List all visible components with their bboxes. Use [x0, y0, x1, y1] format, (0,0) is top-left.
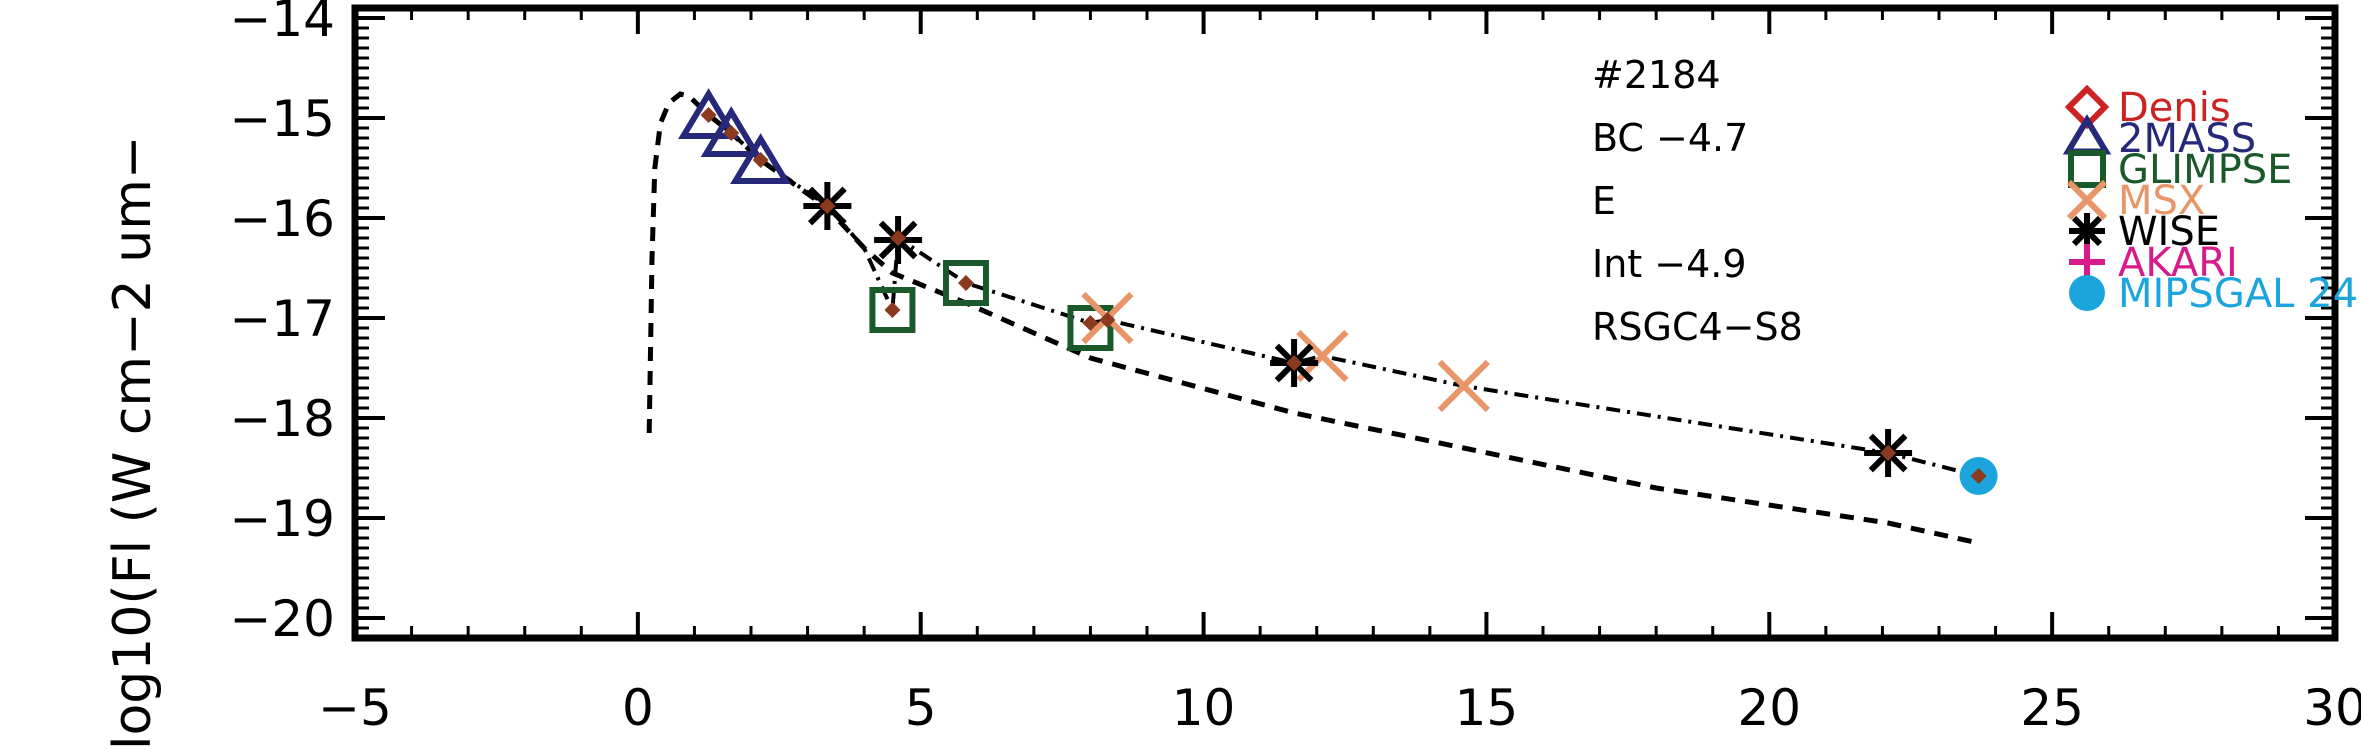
model-point	[819, 198, 836, 214]
x-tick-label: 15	[1455, 679, 1519, 737]
y-tick-label: −14	[229, 0, 335, 48]
model-point	[1082, 315, 1099, 331]
y-tick-label: −15	[229, 90, 335, 148]
model-point	[890, 230, 907, 246]
annotation-line: #2184	[1592, 53, 1721, 97]
legend-marker-glimpse	[2068, 150, 2106, 188]
legend-marker-msx	[2066, 179, 2108, 221]
model-points	[700, 107, 1987, 484]
axis-ticks	[353, 8, 2337, 640]
annotation-line: BC −4.7	[1592, 116, 1748, 160]
annotation-block: #2184 BC −4.7 E Int −4.9 RSGC4−S8	[1592, 53, 1803, 349]
x-tick-label: 5	[905, 679, 937, 737]
data-point-glimpse	[1067, 305, 1114, 351]
y-tick-label: −19	[229, 490, 335, 548]
y-tick-label: −20	[229, 590, 335, 648]
photometry-markers	[678, 88, 1998, 495]
legend-label: WISE	[2118, 209, 2220, 255]
model-point	[1970, 468, 1987, 484]
legend-label: 2MASS	[2118, 116, 2256, 162]
data-point-glimpse	[869, 287, 916, 333]
y-axis-label: log10(Fl (W cm−2 um−	[103, 136, 163, 750]
data-point-2mass	[730, 133, 792, 184]
data-point-msx	[1437, 359, 1490, 413]
legend-label: GLIMPSE	[2118, 147, 2292, 193]
model-point	[1286, 355, 1303, 371]
legend-label: MSX	[2118, 178, 2205, 224]
legend-marker-2mass	[2062, 114, 2112, 155]
data-point-2mass	[700, 106, 762, 157]
x-tick-label: 25	[2020, 679, 2084, 737]
model-point	[700, 107, 717, 123]
y-tick-label: −18	[229, 390, 335, 448]
x-tick-label: −5	[318, 679, 392, 737]
dashed-model-curve	[646, 91, 1980, 546]
x-tick-label: 10	[1172, 679, 1236, 737]
x-tick-label: 0	[622, 679, 654, 737]
model-point	[723, 125, 740, 141]
x-tick-labels: −5 0 5 10 15 20 25 30	[318, 679, 2361, 737]
dashdot-model-curve	[707, 113, 1980, 478]
model-point	[752, 152, 769, 168]
annotation-line: RSGC4−S8	[1592, 305, 1803, 349]
model-point	[957, 275, 974, 291]
legend-marker-wise	[2069, 213, 2105, 249]
data-point-glimpse	[942, 260, 989, 306]
legend-marker-akari	[2069, 244, 2105, 280]
annotation-line: Int −4.9	[1592, 242, 1747, 286]
plot-frame	[351, 4, 2339, 642]
model-point	[884, 302, 901, 318]
model-point	[1099, 312, 1116, 328]
x-tick-label: 30	[2303, 679, 2361, 737]
y-tick-label: −17	[229, 290, 335, 348]
legend-label: MIPSGAL 24	[2118, 271, 2358, 317]
data-point-2mass	[678, 88, 740, 139]
x-tick-label: 20	[1737, 679, 1801, 737]
legend-marker-mipsgal-24	[2069, 275, 2105, 311]
legend-label: Denis	[2118, 85, 2231, 131]
y-tick-labels: −20 −19 −18 −17 −16 −15 −14	[229, 0, 335, 648]
y-tick-label: −16	[229, 190, 335, 248]
annotation-line: E	[1592, 179, 1616, 223]
legend-label: AKARI	[2118, 240, 2238, 286]
model-point	[1880, 445, 1897, 461]
